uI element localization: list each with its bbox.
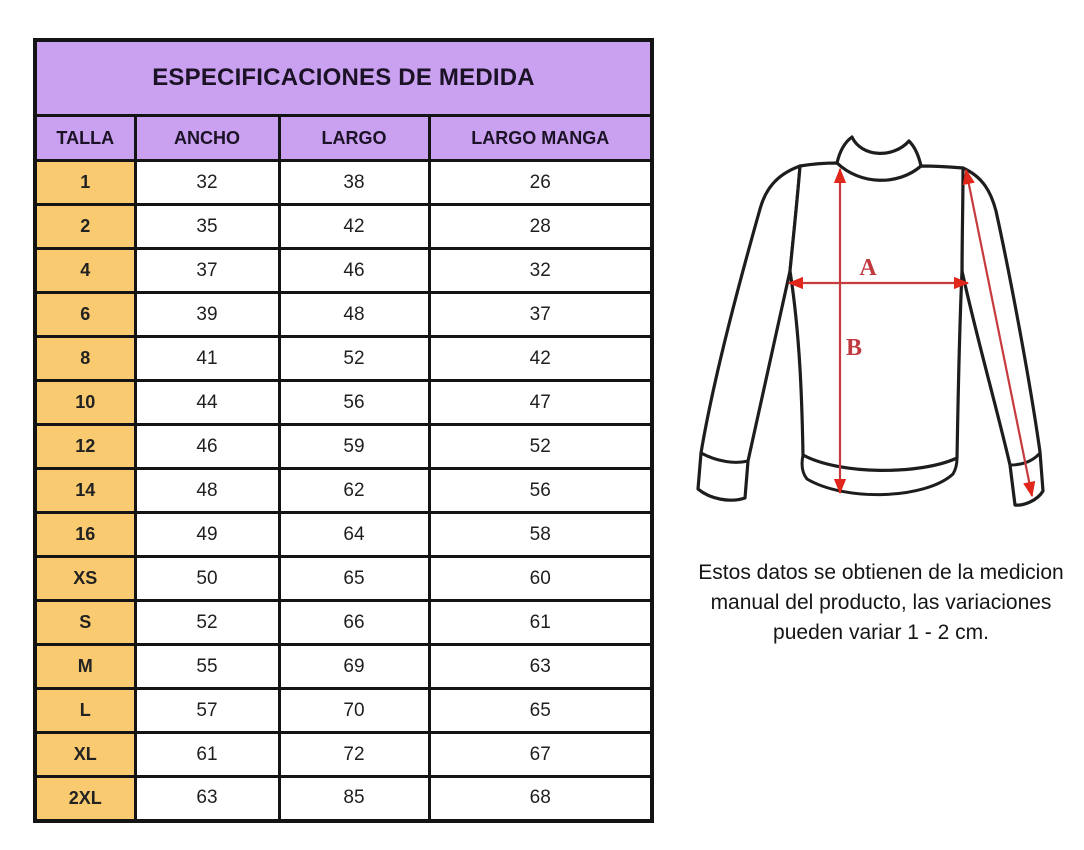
manga-cell: 61 [427,599,654,646]
talla-cell: 14 [33,467,137,514]
manga-cell: 42 [427,335,654,382]
ancho-cell: 32 [133,159,281,206]
largo-cell: 42 [277,203,431,250]
talla-cell: M [33,643,137,690]
column-header-largo-manga: LARGO MANGA [427,114,654,162]
largo-cell: 66 [277,599,431,646]
column-header-talla: TALLA [33,114,137,162]
talla-cell: 12 [33,423,137,470]
table-row: L 57 70 65 [33,687,654,734]
shirt-body-path [788,161,965,472]
table-title: ESPECIFICACIONES DE MEDIDA [33,38,654,117]
talla-cell: XS [33,555,137,602]
ancho-cell: 48 [133,467,281,514]
talla-cell: S [33,599,137,646]
ancho-cell: 35 [133,203,281,250]
manga-cell: 32 [427,247,654,294]
table-row: 2 35 42 28 [33,203,654,250]
table-row: 6 39 48 37 [33,291,654,338]
ancho-cell: 61 [133,731,281,778]
title-row: ESPECIFICACIONES DE MEDIDA [33,38,654,117]
table-row: 16 49 64 58 [33,511,654,558]
talla-cell: 16 [33,511,137,558]
table-row: 10 44 56 47 [33,379,654,426]
shirt-diagram: A B [696,135,1045,507]
ancho-cell: 52 [133,599,281,646]
largo-cell: 56 [277,379,431,426]
manga-cell: 47 [427,379,654,426]
table-row: 8 41 52 42 [33,335,654,382]
ancho-cell: 41 [133,335,281,382]
talla-cell: 2 [33,203,137,250]
label-a: A [859,255,877,281]
table-row: 4 37 46 32 [33,247,654,294]
sleeve-length-arrow [962,168,1036,498]
ancho-cell: 57 [133,687,281,734]
largo-cell: 46 [277,247,431,294]
largo-cell: 48 [277,291,431,338]
shirt-left-sleeve-path [696,164,802,502]
manga-cell: 28 [427,203,654,250]
manga-cell: 52 [427,423,654,470]
talla-cell: 6 [33,291,137,338]
largo-cell: 38 [277,159,431,206]
ancho-cell: 63 [133,775,281,822]
manga-cell: 63 [427,643,654,690]
column-header-largo: LARGO [277,114,431,162]
shirt-left-cuff-seam [699,451,750,464]
talla-cell: 1 [33,159,137,206]
size-table: ESPECIFICACIONES DE MEDIDA TALLA ANCHO L… [33,38,654,823]
manga-cell: 58 [427,511,654,558]
table-row: S 52 66 61 [33,599,654,646]
manga-cell: 65 [427,687,654,734]
manga-cell: 56 [427,467,654,514]
talla-cell: L [33,687,137,734]
ancho-cell: 50 [133,555,281,602]
manga-cell: 26 [427,159,654,206]
note-line: Estos datos se obtienen de la medicion [698,561,1064,584]
largo-cell: 52 [277,335,431,382]
ancho-cell: 49 [133,511,281,558]
measurement-note: Estos datos se obtienen de la medicion m… [682,558,1080,648]
manga-cell: 37 [427,291,654,338]
manga-cell: 68 [427,775,654,822]
talla-cell: 10 [33,379,137,426]
manga-cell: 67 [427,731,654,778]
ancho-cell: 39 [133,291,281,338]
table-row: 12 46 59 52 [33,423,654,470]
talla-cell: 4 [33,247,137,294]
largo-cell: 69 [277,643,431,690]
table-row: 14 48 62 56 [33,467,654,514]
largo-cell: 65 [277,555,431,602]
talla-cell: XL [33,731,137,778]
largo-cell: 62 [277,467,431,514]
ancho-cell: 55 [133,643,281,690]
shirt-hem-band [800,453,959,497]
table-row: XL 61 72 67 [33,731,654,778]
table-row: 1 32 38 26 [33,159,654,206]
manga-cell: 60 [427,555,654,602]
label-b: B [846,335,862,361]
ancho-cell: 37 [133,247,281,294]
largo-cell: 72 [277,731,431,778]
talla-cell: 8 [33,335,137,382]
ancho-cell: 44 [133,379,281,426]
shirt-right-sleeve-path [960,166,1045,507]
shirt-collar-path [835,135,923,182]
largo-cell: 64 [277,511,431,558]
largo-cell: 70 [277,687,431,734]
table-row: XS 50 65 60 [33,555,654,602]
ancho-cell: 46 [133,423,281,470]
header-row: TALLA ANCHO LARGO LARGO MANGA [33,114,654,162]
largo-cell: 59 [277,423,431,470]
column-header-ancho: ANCHO [133,114,281,162]
note-line: manual del producto, las variaciones [710,591,1052,614]
note-line: pueden variar 1 - 2 cm. [773,621,989,644]
table-row: M 55 69 63 [33,643,654,690]
table-row: 2XL 63 85 68 [33,775,654,822]
talla-cell: 2XL [33,775,137,822]
largo-cell: 85 [277,775,431,822]
